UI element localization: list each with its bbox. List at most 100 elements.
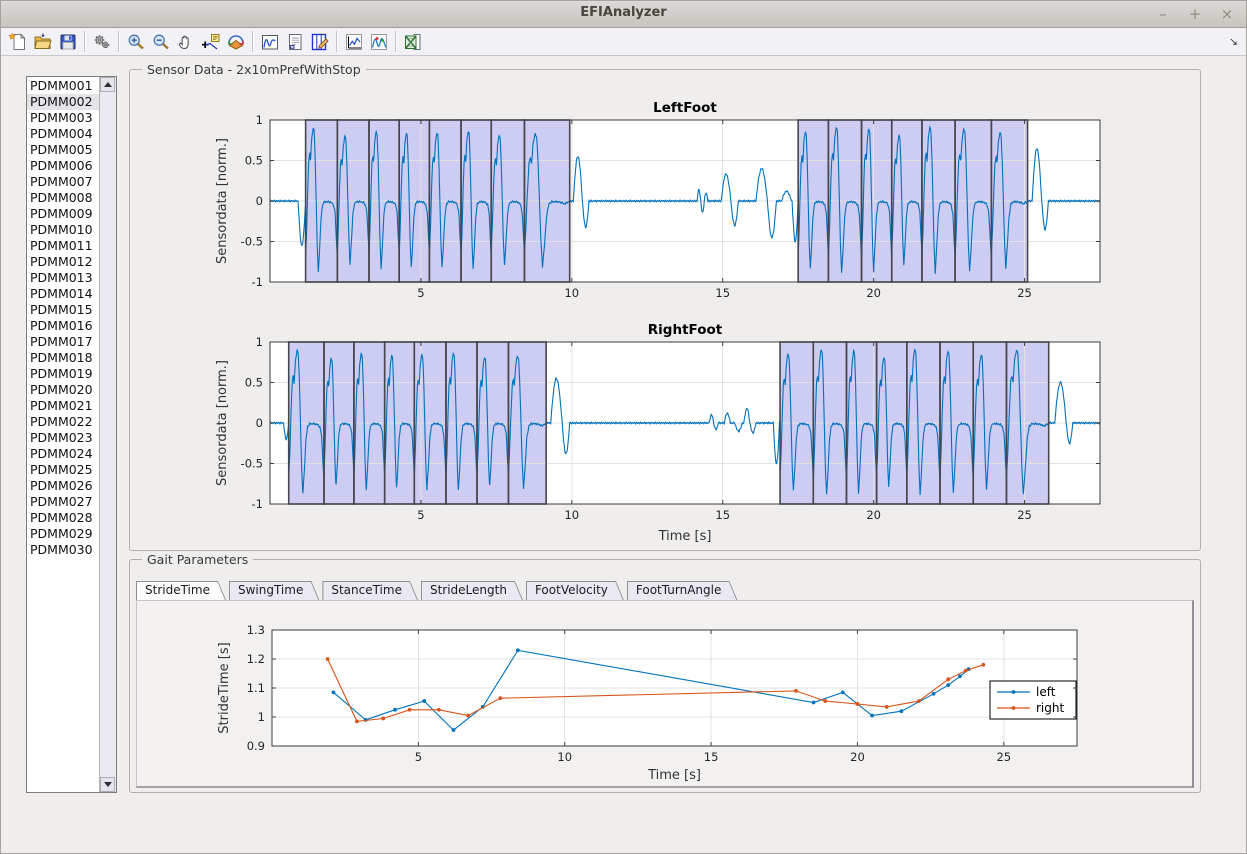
arrow-up-icon — [104, 82, 112, 87]
list-item-pdmm001[interactable]: PDMM001 — [27, 78, 100, 94]
list-item-pdmm002[interactable]: PDMM002 — [27, 94, 100, 110]
tab-stancetime[interactable]: StanceTime — [322, 581, 418, 600]
list-item-pdmm012[interactable]: PDMM012 — [27, 254, 100, 270]
report-button[interactable] — [282, 29, 307, 54]
settings-gears-button[interactable] — [89, 29, 114, 54]
list-item-pdmm007[interactable]: PDMM007 — [27, 174, 100, 190]
svg-text:10: 10 — [564, 508, 579, 522]
tab-label: SwingTime — [230, 582, 318, 600]
list-item-pdmm018[interactable]: PDMM018 — [27, 350, 100, 366]
svg-text:0: 0 — [256, 416, 263, 430]
list-item-pdmm029[interactable]: PDMM029 — [27, 526, 100, 542]
list-item-pdmm022[interactable]: PDMM022 — [27, 414, 100, 430]
new-file-button[interactable] — [5, 29, 30, 54]
svg-text:1.2: 1.2 — [247, 652, 265, 666]
svg-text:1.3: 1.3 — [247, 623, 265, 637]
list-item-pdmm016[interactable]: PDMM016 — [27, 318, 100, 334]
rotate-3d-button[interactable] — [223, 29, 248, 54]
toolbar-overflow-icon[interactable]: ↘ — [1229, 35, 1238, 48]
list-item-pdmm010[interactable]: PDMM010 — [27, 222, 100, 238]
svg-text:25: 25 — [996, 750, 1011, 764]
open-file-button[interactable] — [30, 29, 55, 54]
list-item-pdmm025[interactable]: PDMM025 — [27, 462, 100, 478]
line-chart-button[interactable] — [341, 29, 366, 54]
list-item-pdmm004[interactable]: PDMM004 — [27, 126, 100, 142]
list-item-pdmm003[interactable]: PDMM003 — [27, 110, 100, 126]
zoom-out-button[interactable] — [148, 29, 173, 54]
list-item-pdmm023[interactable]: PDMM023 — [27, 430, 100, 446]
tab-footvelocity[interactable]: FootVelocity — [526, 581, 624, 600]
scroll-up-button[interactable] — [100, 77, 115, 92]
subject-listbox[interactable]: PDMM001PDMM002PDMM003PDMM004PDMM005PDMM0… — [26, 76, 117, 793]
tab-swingtime[interactable]: SwingTime — [229, 581, 319, 600]
export-excel-button[interactable] — [400, 29, 425, 54]
rightfoot-chart: 510152025-1-0.500.51RightFootSensordata … — [212, 320, 1112, 546]
toolbar-separator — [395, 31, 396, 52]
svg-text:20: 20 — [850, 750, 865, 764]
list-item-pdmm013[interactable]: PDMM013 — [27, 270, 100, 286]
peaks-chart-button[interactable] — [366, 29, 391, 54]
list-item-pdmm020[interactable]: PDMM020 — [27, 382, 100, 398]
svg-text:5: 5 — [415, 750, 422, 764]
list-item-pdmm021[interactable]: PDMM021 — [27, 398, 100, 414]
close-button[interactable]: × — [1216, 4, 1238, 24]
tab-stridetime[interactable]: StrideTime — [136, 581, 226, 600]
toolbar-separator — [336, 31, 337, 52]
list-item-pdmm006[interactable]: PDMM006 — [27, 158, 100, 174]
new-file-icon — [8, 32, 28, 52]
list-item-pdmm008[interactable]: PDMM008 — [27, 190, 100, 206]
list-item-pdmm014[interactable]: PDMM014 — [27, 286, 100, 302]
list-item-pdmm019[interactable]: PDMM019 — [27, 366, 100, 382]
pan-button[interactable] — [173, 29, 198, 54]
scroll-track[interactable] — [100, 92, 115, 777]
svg-text:20: 20 — [866, 508, 881, 522]
signal-plot-button[interactable] — [257, 29, 282, 54]
stridetime-chart: leftright5101520250.911.11.21.3StrideTim… — [212, 602, 1112, 788]
list-scrollbar[interactable] — [99, 77, 116, 792]
list-item-pdmm024[interactable]: PDMM024 — [27, 446, 100, 462]
gait-tabs: StrideTime SwingTimeStanceTimeStrideLengt… — [136, 581, 740, 600]
svg-text:-0.5: -0.5 — [241, 235, 263, 249]
svg-text:-1: -1 — [252, 497, 263, 511]
tab-footturnangle[interactable]: FootTurnAngle — [627, 581, 737, 600]
svg-text:Sensordata [norm.]: Sensordata [norm.] — [215, 138, 230, 264]
toolbar-separator — [252, 31, 253, 52]
svg-text:10: 10 — [564, 286, 579, 300]
list-item-pdmm017[interactable]: PDMM017 — [27, 334, 100, 350]
list-item-pdmm030[interactable]: PDMM030 — [27, 542, 100, 558]
tab-label: FootVelocity — [527, 582, 623, 600]
list-item-pdmm009[interactable]: PDMM009 — [27, 206, 100, 222]
arrow-down-icon — [104, 782, 112, 787]
svg-text:0.5: 0.5 — [245, 376, 263, 390]
window-title: EFIAnalyzer — [1, 5, 1246, 20]
data-cursor-button[interactable] — [198, 29, 223, 54]
svg-text:0.9: 0.9 — [247, 739, 265, 753]
tab-label: StrideTime — [137, 582, 225, 600]
signal-plot-icon — [260, 32, 280, 52]
svg-text:0: 0 — [256, 194, 263, 208]
report-icon — [285, 32, 305, 52]
minimize-button[interactable]: – — [1152, 4, 1174, 24]
svg-text:1: 1 — [256, 113, 263, 127]
peaks-chart-icon — [369, 32, 389, 52]
list-item-pdmm027[interactable]: PDMM027 — [27, 494, 100, 510]
svg-text:5: 5 — [417, 286, 424, 300]
titlebar[interactable]: EFIAnalyzer –+ × — [1, 1, 1246, 28]
list-item-pdmm015[interactable]: PDMM015 — [27, 302, 100, 318]
maximize-button[interactable]: + — [1184, 4, 1206, 24]
zoom-in-button[interactable] — [123, 29, 148, 54]
svg-text:Sensordata [norm.]: Sensordata [norm.] — [215, 360, 230, 486]
svg-text:0.5: 0.5 — [245, 154, 263, 168]
list-item-pdmm011[interactable]: PDMM011 — [27, 238, 100, 254]
svg-text:Time [s]: Time [s] — [647, 768, 701, 783]
svg-text:RightFoot: RightFoot — [648, 322, 723, 338]
save-button[interactable] — [55, 29, 80, 54]
tab-stridelength[interactable]: StrideLength — [421, 581, 523, 600]
scroll-down-button[interactable] — [100, 777, 115, 792]
subject-list: PDMM001PDMM002PDMM003PDMM004PDMM005PDMM0… — [27, 78, 100, 792]
list-item-pdmm026[interactable]: PDMM026 — [27, 478, 100, 494]
list-item-pdmm005[interactable]: PDMM005 — [27, 142, 100, 158]
list-item-pdmm028[interactable]: PDMM028 — [27, 510, 100, 526]
sensor-data-panel: Sensor Data - 2x10mPrefWithStop 51015202… — [129, 69, 1201, 551]
edit-plot-button[interactable] — [307, 29, 332, 54]
